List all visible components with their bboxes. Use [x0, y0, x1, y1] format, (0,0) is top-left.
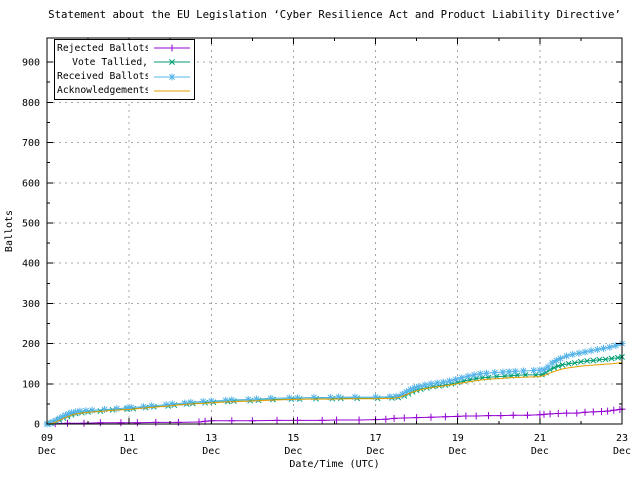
- x-tick-label-day: 13: [205, 433, 217, 444]
- legend-sample-glyph: [154, 44, 190, 52]
- legend-item-vote-tallied: Vote Tallied,: [57, 55, 191, 69]
- legend-label-acknowledgements: Acknowledgements: [57, 85, 148, 97]
- x-tick-label-month: Dec: [449, 446, 467, 457]
- legend-item-acknowledgements: Acknowledgements: [57, 84, 191, 98]
- legend-item-received-ballots: Received Ballots: [57, 70, 191, 84]
- y-tick-label: 600: [22, 178, 40, 189]
- y-tick-label: 0: [34, 420, 40, 431]
- chart-title: Statement about the EU Legislation ‘Cybe…: [48, 8, 621, 21]
- x-tick-label-month: Dec: [38, 446, 56, 457]
- x-tick-label-month: Dec: [531, 446, 549, 457]
- legend-sample-rejected-ballots: [154, 44, 190, 52]
- series-line-rejected-ballots: [46, 408, 623, 425]
- legend-label-rejected-ballots: Rejected Ballots: [57, 42, 148, 54]
- y-tick-label: 700: [22, 138, 40, 149]
- series-markers-vote-tallied: [44, 353, 625, 427]
- tick-labels: 0 100 200 300 400 500 600 700 800 900 09 Dec 11 Dec 13…: [22, 58, 631, 457]
- plot-frame: [46, 37, 623, 425]
- series-line-vote-tallied: [46, 356, 623, 425]
- x-tick-label-day: 15: [287, 433, 299, 444]
- x-axis-title: Date/Time (UTC): [289, 459, 380, 470]
- legend-label-vote-tallied: Vote Tallied,: [72, 56, 148, 68]
- legend-sample-acknowledgements: [154, 90, 190, 92]
- y-tick-label: 400: [22, 259, 40, 270]
- legend-sample-vote-tallied: [154, 59, 190, 66]
- y-tick-label: 900: [22, 58, 40, 69]
- series-line-acknowledgements: [46, 362, 623, 425]
- legend-item-rejected-ballots: Rejected Ballots: [57, 41, 191, 55]
- legend-sample-glyph: [154, 59, 190, 66]
- x-tick-label-day: 11: [123, 433, 135, 444]
- x-tick-label-day: 21: [534, 433, 546, 444]
- legend-sample-glyph: [154, 73, 190, 81]
- series-vote-tallied: [44, 353, 625, 427]
- x-tick-label-day: 09: [41, 433, 53, 444]
- x-tick-label-month: Dec: [613, 446, 631, 457]
- y-tick-label: 800: [22, 98, 40, 109]
- x-tick-label-day: 23: [616, 433, 628, 444]
- series-group: [43, 340, 626, 428]
- y-tick-label: 200: [22, 339, 40, 350]
- y-tick-label: 500: [22, 218, 40, 229]
- legend-label-received-ballots: Received Ballots: [57, 71, 148, 83]
- legend-sample-received-ballots: [154, 73, 190, 81]
- grid: [47, 38, 622, 424]
- x-tick-label-month: Dec: [284, 446, 302, 457]
- legend: Rejected Ballots Vote Tallied, Received …: [54, 39, 195, 100]
- y-axis-title: Ballots: [4, 210, 15, 252]
- x-tick-label-month: Dec: [120, 446, 138, 457]
- x-tick-label-month: Dec: [367, 446, 385, 457]
- series-acknowledgements: [46, 362, 623, 425]
- x-tick-label-day: 19: [452, 433, 464, 444]
- x-tick-label-day: 17: [370, 433, 382, 444]
- x-tick-label-month: Dec: [202, 446, 220, 457]
- y-tick-label: 300: [22, 299, 40, 310]
- y-tick-label: 100: [22, 379, 40, 390]
- series-line-received-ballots: [46, 343, 623, 425]
